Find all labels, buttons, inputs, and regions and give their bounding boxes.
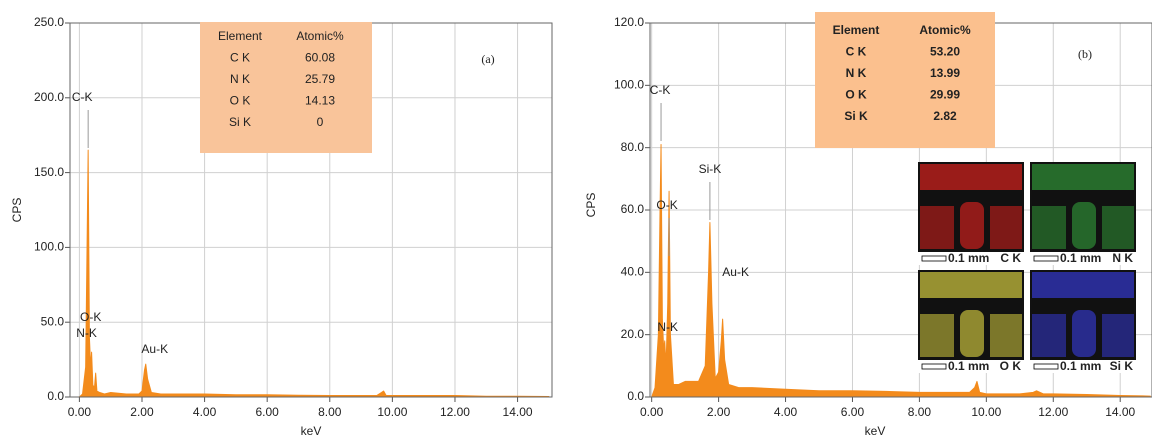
peak-label: O-K bbox=[656, 198, 677, 212]
table-header: Element bbox=[833, 23, 880, 37]
map-label: O K bbox=[1000, 359, 1022, 373]
table-cell: O K bbox=[230, 93, 251, 107]
x-tick-label: 8.00 bbox=[318, 405, 342, 419]
map-signal bbox=[1102, 314, 1134, 357]
table-cell: N K bbox=[846, 66, 867, 80]
map-signal bbox=[920, 206, 954, 249]
y-tick-label: 120.0 bbox=[614, 15, 644, 29]
x-tick-label: 10.00 bbox=[971, 405, 1001, 419]
map-label: N K bbox=[1112, 251, 1133, 265]
map-signal bbox=[920, 314, 954, 357]
map-signal bbox=[1102, 206, 1134, 249]
x-tick-label: 4.00 bbox=[774, 405, 798, 419]
table-cell: N K bbox=[230, 72, 250, 86]
x-axis-label: keV bbox=[301, 424, 322, 438]
y-tick-label: 40.0 bbox=[621, 265, 645, 279]
x-tick-label: 14.00 bbox=[503, 405, 533, 419]
table-cell: 60.08 bbox=[305, 51, 335, 65]
peak-label: Si-K bbox=[699, 162, 722, 176]
x-tick-label: 4.00 bbox=[193, 405, 217, 419]
y-tick-label: 0.0 bbox=[627, 389, 644, 403]
map-signal bbox=[990, 314, 1022, 357]
table-header: Element bbox=[218, 29, 263, 43]
map-signal bbox=[1032, 272, 1134, 298]
scale-label: 0.1 mm bbox=[948, 251, 989, 265]
scale-label: 0.1 mm bbox=[1060, 251, 1101, 265]
x-axis-label: keV bbox=[865, 424, 886, 438]
peak-label: N-K bbox=[76, 326, 97, 340]
peak-label: Au-K bbox=[141, 342, 168, 356]
x-tick-label: 10.00 bbox=[377, 405, 407, 419]
table-cell: O K bbox=[845, 87, 867, 101]
map-signal bbox=[990, 206, 1022, 249]
y-tick-label: 80.0 bbox=[621, 140, 645, 154]
table-cell: C K bbox=[846, 45, 867, 59]
table-cell: C K bbox=[230, 51, 250, 65]
table-cell: 14.13 bbox=[305, 93, 335, 107]
y-axis-label: CPS bbox=[10, 198, 24, 223]
map-signal bbox=[1072, 310, 1096, 357]
x-tick-label: 8.00 bbox=[908, 405, 932, 419]
table-header: Atomic% bbox=[296, 29, 344, 43]
element-map: 0.1 mm O K bbox=[918, 270, 1024, 373]
x-tick-label: 2.00 bbox=[707, 405, 731, 419]
map-signal bbox=[960, 202, 984, 249]
y-tick-label: 50.0 bbox=[41, 314, 65, 328]
element-map: 0.1 mm N K bbox=[1030, 162, 1136, 265]
map-label: C K bbox=[1000, 251, 1021, 265]
panel-label: (a) bbox=[481, 52, 494, 66]
scale-bar bbox=[1034, 364, 1058, 369]
map-signal bbox=[960, 310, 984, 357]
figure: 0.050.0100.0150.0200.0250.00.002.004.006… bbox=[0, 0, 1152, 439]
y-tick-label: 0.0 bbox=[47, 389, 64, 403]
peak-label: C-K bbox=[650, 83, 671, 97]
table-cell: Si K bbox=[844, 109, 868, 123]
x-tick-label: 12.00 bbox=[440, 405, 470, 419]
map-signal bbox=[920, 272, 1022, 298]
x-tick-label: 14.00 bbox=[1105, 405, 1135, 419]
y-tick-label: 60.0 bbox=[621, 202, 645, 216]
y-tick-label: 20.0 bbox=[621, 327, 645, 341]
map-label: Si K bbox=[1110, 359, 1134, 373]
table-header: Atomic% bbox=[919, 23, 971, 37]
table-cell: 2.82 bbox=[933, 109, 957, 123]
map-signal bbox=[1072, 202, 1096, 249]
map-signal bbox=[1032, 206, 1066, 249]
x-tick-label: 0.00 bbox=[640, 405, 664, 419]
table-cell: Si K bbox=[229, 115, 251, 129]
scale-label: 0.1 mm bbox=[948, 359, 989, 373]
scale-bar bbox=[922, 364, 946, 369]
map-signal bbox=[1032, 164, 1134, 190]
y-axis-label: CPS bbox=[584, 193, 598, 218]
panel-label: (b) bbox=[1078, 47, 1092, 61]
scale-bar bbox=[922, 256, 946, 261]
x-tick-label: 6.00 bbox=[256, 405, 280, 419]
y-tick-label: 150.0 bbox=[34, 165, 64, 179]
x-tick-label: 2.00 bbox=[130, 405, 154, 419]
x-tick-label: 12.00 bbox=[1038, 405, 1068, 419]
y-tick-label: 100.0 bbox=[34, 240, 64, 254]
table-cell: 29.99 bbox=[930, 87, 960, 101]
peak-label: C-K bbox=[72, 90, 93, 104]
y-tick-label: 250.0 bbox=[34, 15, 64, 29]
y-tick-label: 200.0 bbox=[34, 90, 64, 104]
map-signal bbox=[1032, 314, 1066, 357]
table-cell: 53.20 bbox=[930, 45, 960, 59]
x-tick-label: 0.00 bbox=[68, 405, 92, 419]
peak-label: Au-K bbox=[722, 265, 749, 279]
peak-label: N-K bbox=[657, 320, 678, 334]
table-cell: 0 bbox=[317, 115, 324, 129]
peak-label: O-K bbox=[80, 310, 101, 324]
y-tick-label: 100.0 bbox=[614, 78, 644, 92]
scale-bar bbox=[1034, 256, 1058, 261]
scale-label: 0.1 mm bbox=[1060, 359, 1101, 373]
map-signal bbox=[920, 164, 1022, 190]
element-map: 0.1 mm Si K bbox=[1030, 270, 1136, 373]
table-cell: 13.99 bbox=[930, 66, 960, 80]
x-tick-label: 6.00 bbox=[841, 405, 865, 419]
element-map: 0.1 mm C K bbox=[918, 162, 1024, 265]
table-cell: 25.79 bbox=[305, 72, 335, 86]
